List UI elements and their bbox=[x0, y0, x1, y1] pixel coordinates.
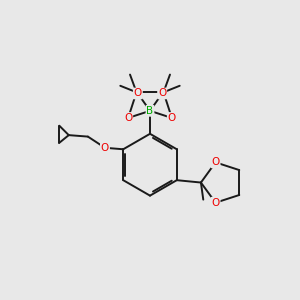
Text: O: O bbox=[158, 88, 166, 98]
Text: O: O bbox=[124, 113, 132, 123]
Text: O: O bbox=[212, 158, 220, 167]
Text: O: O bbox=[134, 88, 142, 98]
Text: O: O bbox=[101, 143, 109, 153]
Text: B: B bbox=[146, 106, 154, 116]
Text: O: O bbox=[168, 113, 176, 123]
Text: O: O bbox=[212, 198, 220, 208]
